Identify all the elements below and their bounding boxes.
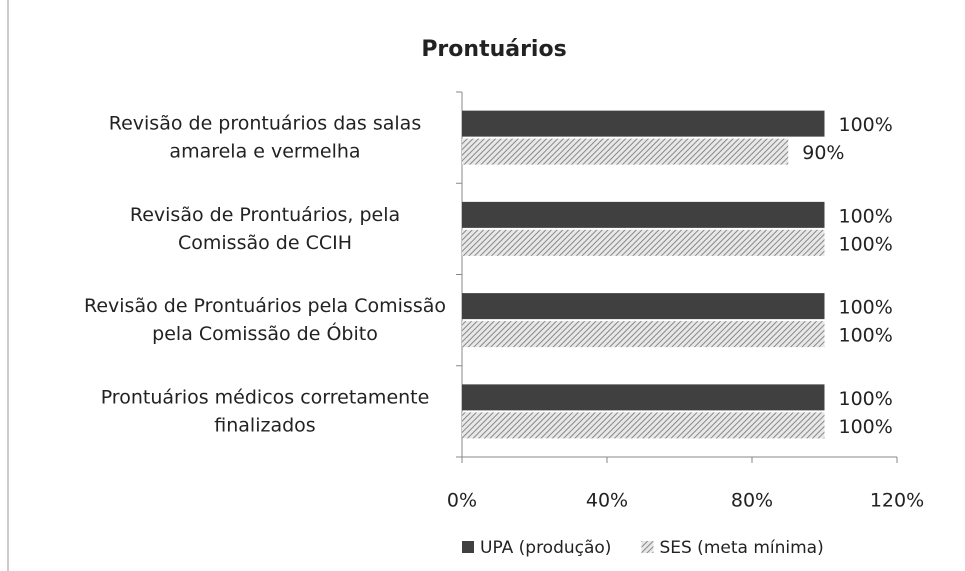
value-label: 100% <box>839 388 893 410</box>
value-label: 90% <box>802 142 844 164</box>
category-label: Revisão de prontuários das salas amarela … <box>109 112 421 162</box>
bar <box>462 110 825 137</box>
value-label: 100% <box>839 297 893 319</box>
category-label: Revisão de Prontuários, pela Comissão de … <box>130 203 400 253</box>
legend-label: SES (meta mínima) <box>659 538 823 558</box>
bar <box>462 384 825 411</box>
value-label: 100% <box>839 233 893 255</box>
chart-title: Prontuários <box>421 37 566 62</box>
x-tick-label: 80% <box>731 490 773 512</box>
category-label: Prontuários médicos corretamente finaliza… <box>101 386 430 436</box>
legend-label: UPA (produção) <box>480 538 611 558</box>
x-tick-label: 40% <box>586 490 628 512</box>
bar <box>462 293 825 320</box>
bar <box>462 412 825 439</box>
legend-swatch <box>462 541 474 553</box>
bar <box>462 321 825 348</box>
value-label: 100% <box>839 325 893 347</box>
bar <box>462 201 825 228</box>
value-label: 100% <box>839 114 893 136</box>
x-tick-label: 0% <box>447 490 477 512</box>
bar <box>462 229 825 256</box>
bar <box>462 138 789 165</box>
legend-swatch <box>641 541 654 553</box>
x-tick-label: 120% <box>870 490 924 512</box>
category-label: Revisão de Prontuários pela Comissão pela… <box>84 295 446 345</box>
value-label: 100% <box>839 416 893 438</box>
value-label: 100% <box>839 205 893 227</box>
